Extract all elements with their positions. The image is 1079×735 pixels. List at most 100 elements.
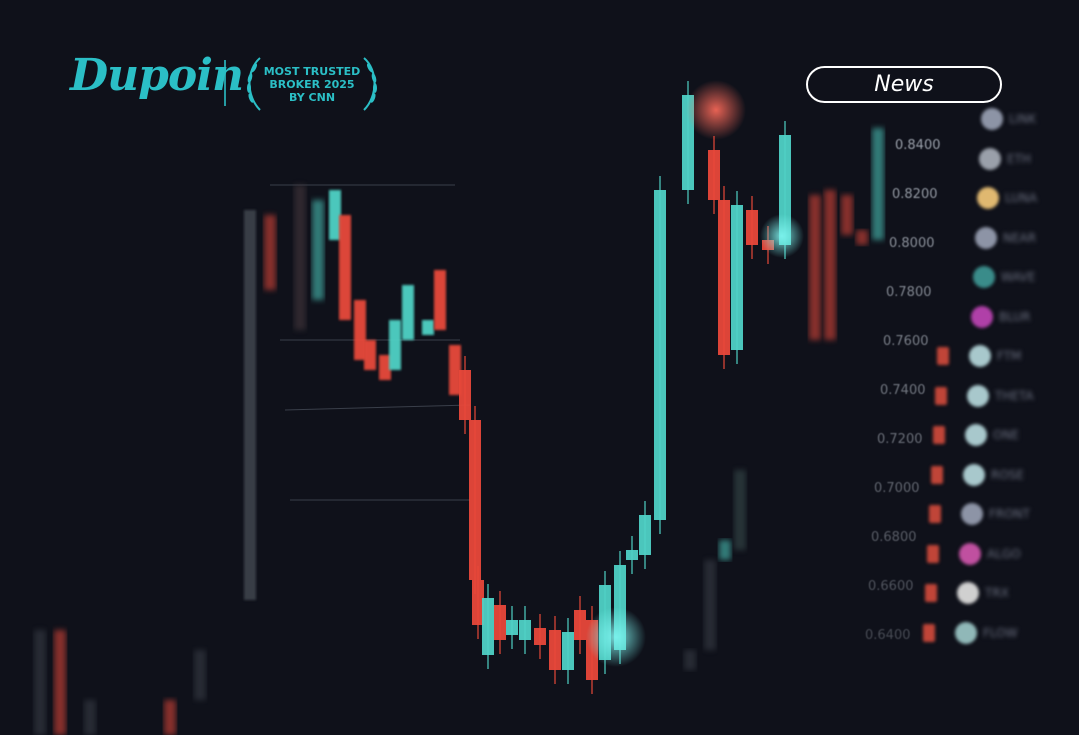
candle bbox=[746, 210, 758, 245]
candle bbox=[264, 215, 276, 290]
candle bbox=[718, 200, 730, 355]
candle bbox=[872, 128, 884, 240]
coin-label: LUNA bbox=[1005, 191, 1038, 205]
candle bbox=[402, 285, 414, 340]
change-badge bbox=[927, 544, 939, 563]
change-badge bbox=[937, 347, 949, 365]
coin-icon bbox=[965, 424, 987, 446]
candle bbox=[294, 185, 306, 330]
candle bbox=[506, 620, 518, 635]
coin-label: ETH bbox=[1007, 151, 1031, 166]
price-label: 0.7400 bbox=[880, 383, 926, 398]
grid-line bbox=[284, 404, 471, 411]
candle bbox=[459, 370, 471, 420]
candle bbox=[472, 580, 484, 625]
candle bbox=[809, 195, 821, 340]
candle bbox=[449, 345, 461, 395]
candle bbox=[684, 650, 696, 670]
candle bbox=[469, 420, 481, 580]
price-label: 0.6600 bbox=[868, 579, 914, 594]
logo-divider bbox=[224, 60, 226, 106]
candle bbox=[389, 320, 401, 370]
candle bbox=[194, 650, 206, 700]
candle bbox=[379, 355, 391, 380]
award-badge: MOST TRUSTED BROKER 2025 BY CNN bbox=[244, 56, 380, 112]
candle bbox=[841, 195, 853, 235]
candle bbox=[704, 560, 716, 650]
candle bbox=[494, 605, 506, 640]
coin-label: TRX bbox=[985, 586, 1009, 600]
badge-line: MOST TRUSTED bbox=[263, 65, 361, 78]
change-badge bbox=[931, 465, 943, 484]
news-button[interactable]: News bbox=[806, 66, 1002, 103]
candle bbox=[364, 340, 376, 370]
candle bbox=[731, 205, 743, 350]
coin-label: ONE bbox=[993, 428, 1020, 442]
coin-label: THETA bbox=[995, 388, 1034, 403]
candle bbox=[519, 620, 531, 640]
price-label: 0.8200 bbox=[892, 187, 938, 202]
coin-icon bbox=[959, 542, 981, 565]
coin-icon bbox=[967, 384, 989, 407]
price-label: 0.7800 bbox=[886, 285, 932, 300]
candle bbox=[422, 320, 434, 335]
price-label: 0.7200 bbox=[877, 432, 923, 447]
coin-label: LINK bbox=[1009, 112, 1037, 126]
change-badge bbox=[935, 386, 947, 405]
candle bbox=[574, 610, 586, 640]
price-label: 0.8000 bbox=[889, 236, 935, 251]
coin-icon bbox=[977, 187, 999, 209]
price-label: 0.7600 bbox=[883, 334, 929, 349]
candle bbox=[734, 470, 746, 550]
coin-label: FLOW bbox=[983, 625, 1018, 640]
change-badge bbox=[923, 623, 935, 642]
candle bbox=[34, 630, 46, 735]
coin-label: WAVE bbox=[1001, 270, 1036, 284]
coin-label: FRONT bbox=[989, 507, 1030, 521]
coin-icon bbox=[971, 305, 993, 328]
candle bbox=[482, 598, 494, 655]
candle bbox=[84, 700, 96, 735]
coin-icon bbox=[957, 582, 979, 604]
candle bbox=[534, 628, 546, 645]
coin-icon bbox=[969, 345, 991, 367]
dupoin-logo: Dupoin bbox=[70, 50, 244, 101]
candle bbox=[626, 550, 638, 560]
candle bbox=[719, 540, 731, 560]
coin-icon bbox=[979, 147, 1001, 170]
laurel-left-icon bbox=[247, 57, 261, 111]
coin-label: ALGO bbox=[987, 546, 1021, 561]
badge-line: BY CNN bbox=[288, 91, 336, 104]
coin-icon bbox=[981, 108, 1003, 130]
candle bbox=[708, 150, 720, 200]
coin-icon bbox=[975, 226, 997, 249]
coin-icon bbox=[961, 503, 983, 525]
candle bbox=[654, 190, 666, 520]
change-badge bbox=[929, 505, 941, 523]
coin-label: BLUR bbox=[999, 309, 1031, 324]
price-label: 0.6800 bbox=[871, 530, 917, 545]
candle bbox=[354, 300, 366, 360]
candle bbox=[164, 700, 176, 735]
price-label: 0.6400 bbox=[865, 628, 911, 643]
candle bbox=[339, 215, 351, 320]
coin-label: ROSE bbox=[991, 467, 1024, 482]
candle bbox=[856, 230, 868, 245]
change-badge bbox=[925, 584, 937, 602]
price-label: 0.7000 bbox=[874, 481, 920, 496]
candle bbox=[824, 190, 836, 340]
candle bbox=[312, 200, 324, 300]
candle bbox=[562, 632, 574, 670]
candle bbox=[639, 515, 651, 555]
candle bbox=[54, 630, 66, 735]
candle bbox=[434, 270, 446, 330]
candle bbox=[549, 630, 561, 670]
coin-icon bbox=[955, 621, 977, 644]
candle bbox=[244, 210, 256, 600]
coin-icon bbox=[963, 463, 985, 486]
laurel-right-icon bbox=[363, 57, 377, 111]
candle bbox=[329, 190, 341, 240]
coin-label: FTM bbox=[997, 349, 1022, 363]
coin-label: NEAR bbox=[1003, 230, 1037, 245]
